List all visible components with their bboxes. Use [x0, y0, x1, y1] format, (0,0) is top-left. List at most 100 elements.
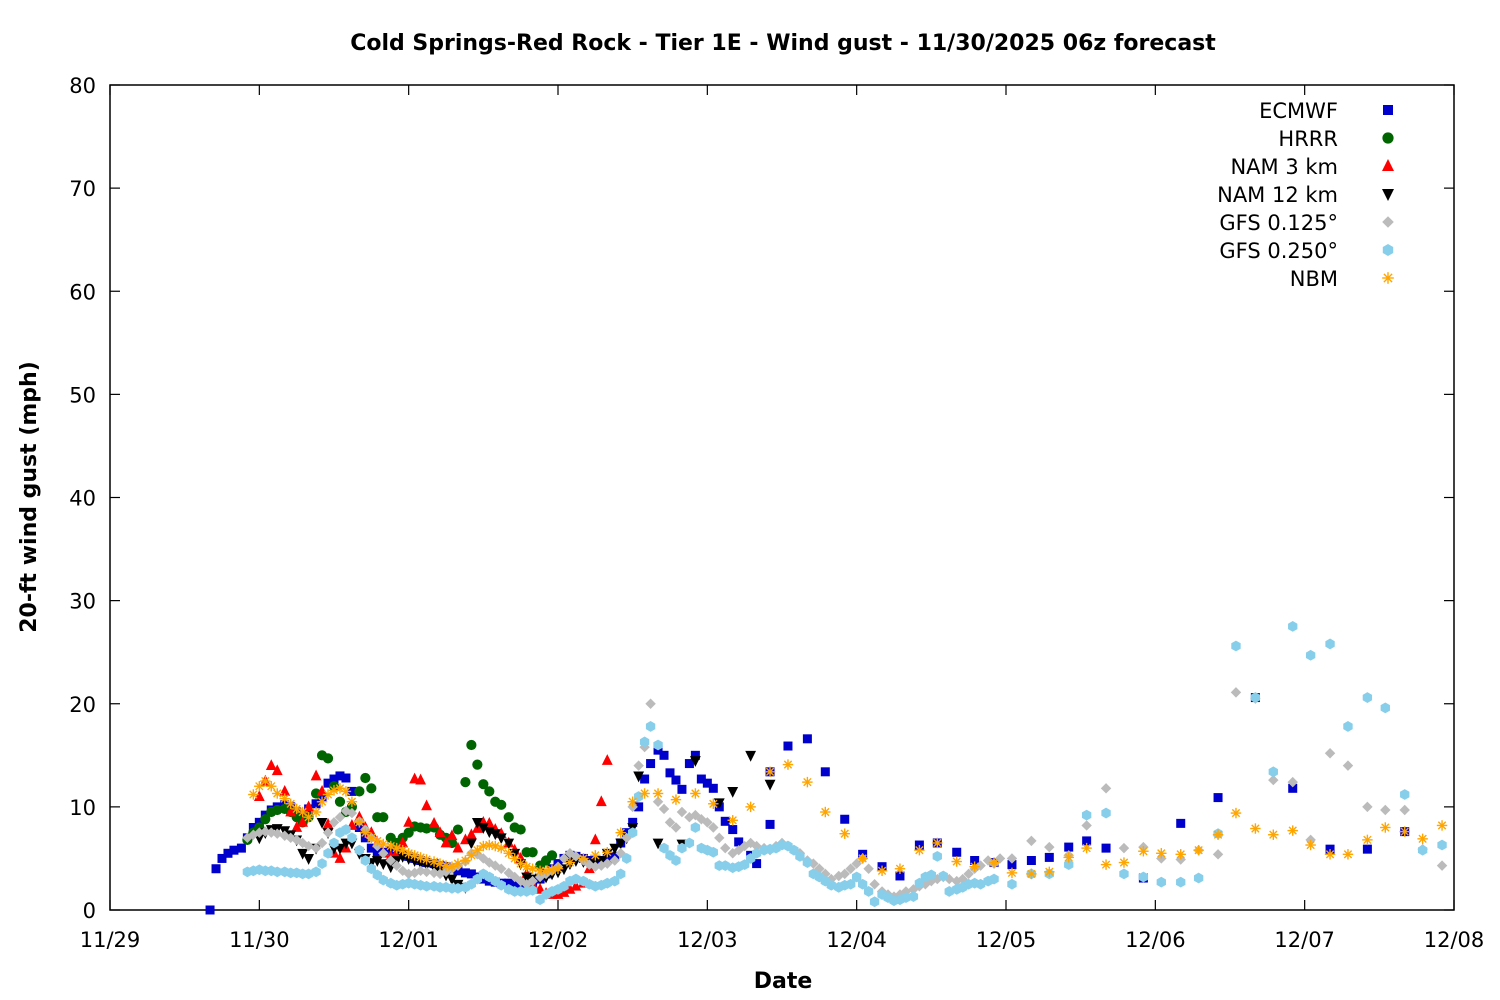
point-gfs-0-125	[833, 870, 844, 882]
point-ecmwf	[690, 750, 700, 760]
point-gfs-0-250	[354, 844, 365, 856]
point-nbm	[1305, 839, 1316, 851]
point-gfs-0-250	[1343, 721, 1353, 732]
point-gfs-0-250	[914, 877, 925, 889]
point-hrrr	[527, 847, 538, 858]
point-nbm	[303, 811, 314, 823]
point-nam-12-km	[377, 859, 389, 870]
point-gfs-0-250	[571, 873, 581, 885]
point-hrrr	[546, 850, 558, 861]
x-axis-title: Date	[754, 969, 813, 994]
point-gfs-0-125	[658, 803, 670, 815]
point-hrrr	[360, 772, 371, 784]
point-gfs-0-125	[708, 822, 719, 833]
point-ecmwf	[840, 814, 850, 824]
point-nam-12-km	[633, 771, 645, 783]
point-gfs-0-125	[845, 863, 856, 874]
point-nbm	[969, 861, 980, 872]
point-nam-3-km	[316, 785, 328, 796]
point-gfs-0-125	[1399, 804, 1410, 816]
point-nam-12-km	[477, 823, 489, 834]
point-gfs-0-125	[310, 842, 322, 854]
point-hrrr	[354, 786, 365, 797]
point-gfs-0-125	[994, 853, 1006, 864]
point-gfs-0-125	[403, 868, 414, 880]
point-gfs-0-125	[266, 827, 277, 838]
point-nbm	[988, 857, 1000, 868]
point-nbm	[248, 789, 259, 800]
point-ecmwf	[708, 783, 718, 793]
point-nam-3-km	[421, 799, 432, 811]
point-gfs-0-125	[676, 806, 688, 818]
point-nbm	[1044, 866, 1055, 878]
point-gfs-0-125	[1230, 687, 1242, 698]
point-ecmwf	[1064, 842, 1074, 852]
point-gfs-0-250	[303, 868, 314, 880]
x-tick-label: 11/30	[229, 928, 290, 952]
series-gfs-0-125	[242, 687, 1448, 902]
point-gfs-0-125	[564, 848, 576, 859]
point-gfs-0-250	[739, 859, 750, 871]
point-ecmwf	[783, 741, 793, 751]
point-nbm	[782, 759, 794, 770]
point-nbm	[708, 798, 719, 810]
x-tick-label: 12/05	[976, 928, 1037, 952]
point-nbm	[1417, 833, 1428, 845]
point-nbm	[1006, 867, 1018, 879]
point-gfs-0-250	[1417, 844, 1428, 856]
point-ecmwf	[329, 774, 339, 784]
point-gfs-0-250	[1380, 702, 1390, 714]
point-gfs-0-125	[397, 865, 408, 877]
point-gfs-0-250	[272, 866, 282, 878]
point-nam-3-km	[271, 764, 283, 776]
point-gfs-0-125	[1212, 849, 1224, 860]
y-tick-label: 0	[83, 899, 96, 923]
point-ecmwf	[895, 871, 905, 881]
point-hrrr	[366, 783, 377, 794]
point-gfs-0-125	[1268, 774, 1279, 786]
point-nbm	[839, 828, 850, 839]
point-ecmwf	[970, 856, 980, 865]
point-ecmwf	[702, 778, 712, 788]
point-gfs-0-125	[869, 878, 880, 890]
point-ecmwf	[634, 802, 644, 812]
point-nam-3-km	[297, 815, 309, 827]
x-tick-label: 12/02	[528, 928, 589, 952]
point-gfs-0-250	[869, 896, 880, 908]
point-gfs-0-250	[720, 860, 730, 872]
legend-marker-gfs-0-125	[1382, 216, 1394, 228]
point-gfs-0-125	[684, 811, 695, 823]
y-tick-label: 50	[69, 383, 96, 407]
point-nam-12-km	[495, 833, 507, 845]
y-tick-label: 70	[69, 177, 96, 201]
point-ecmwf	[728, 825, 738, 835]
series-gfs-0-250	[242, 621, 1447, 908]
point-hrrr	[421, 823, 432, 834]
point-nam-3-km	[322, 818, 334, 829]
point-ecmwf	[752, 859, 762, 869]
point-hrrr	[272, 804, 283, 816]
point-nbm	[578, 853, 589, 864]
y-tick-label: 60	[69, 280, 96, 304]
point-nbm	[1118, 857, 1130, 868]
point-gfs-0-250	[1268, 766, 1278, 778]
point-nam-3-km	[601, 754, 613, 765]
point-gfs-0-250	[1305, 649, 1316, 661]
x-tick-label: 12/03	[677, 928, 738, 952]
point-nam-3-km	[595, 795, 607, 807]
point-gfs-0-125	[303, 840, 314, 852]
point-gfs-0-250	[708, 846, 718, 858]
point-ecmwf	[1026, 856, 1036, 865]
point-gfs-0-125	[334, 811, 346, 823]
point-ecmwf	[229, 845, 239, 855]
point-gfs-0-125	[944, 873, 955, 885]
point-gfs-0-125	[478, 853, 489, 864]
point-ecmwf	[628, 817, 638, 827]
point-ecmwf	[1044, 852, 1054, 862]
point-nbm	[670, 794, 682, 805]
point-nam-12-km	[745, 750, 757, 762]
point-nbm	[564, 857, 576, 868]
point-gfs-0-250	[1437, 839, 1447, 851]
point-nam-12-km	[446, 874, 458, 886]
legend-label-nam-12-km: NAM 12 km	[1217, 183, 1338, 207]
